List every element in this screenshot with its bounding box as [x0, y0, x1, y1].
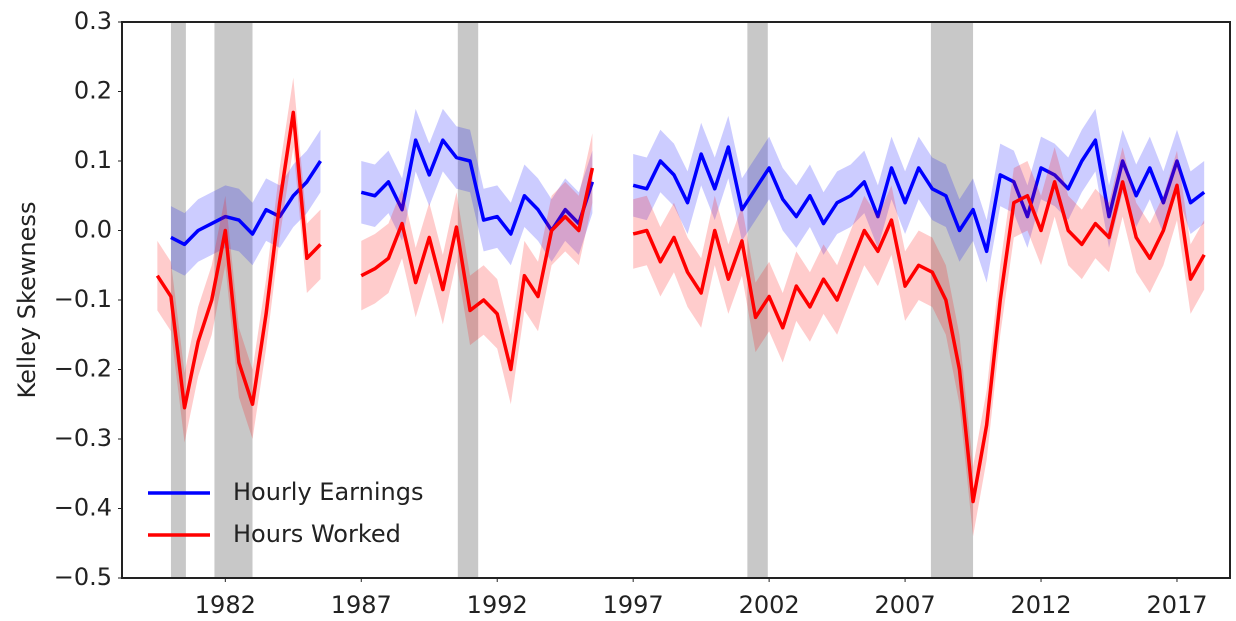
recession-band [930, 22, 974, 578]
x-tick-label: 2017 [1146, 591, 1207, 619]
x-tick-label: 1982 [195, 591, 256, 619]
y-tick-label: 0.3 [74, 7, 112, 35]
legend-label: Hours Worked [233, 520, 401, 548]
x-tick-label: 2002 [739, 591, 800, 619]
y-tick-label: −0.1 [54, 285, 112, 313]
x-tick-label: 1997 [603, 591, 664, 619]
y-tick-label: 0.0 [74, 216, 112, 244]
x-tick-label: 2007 [875, 591, 936, 619]
confidence-band [157, 77, 1205, 537]
plot-frame [121, 21, 1231, 579]
y-tick-label: 0.1 [74, 146, 112, 174]
y-axis-label: Kelley Skewness [13, 202, 41, 399]
x-tick-label: 1992 [467, 591, 528, 619]
x-tick-label: 1987 [331, 591, 392, 619]
y-tick-label: −0.4 [54, 494, 112, 522]
y-tick-label: −0.2 [54, 355, 112, 383]
y-tick-label: −0.3 [54, 424, 112, 452]
recession-band [747, 22, 768, 578]
legend-label: Hourly Earnings [233, 478, 423, 506]
confidence-band [170, 108, 1205, 283]
y-tick-label: 0.2 [74, 77, 112, 105]
y-tick-label: −0.5 [54, 563, 112, 591]
recession-band [170, 22, 186, 578]
series-line [155, 110, 1206, 504]
x-tick-label: 2012 [1010, 591, 1071, 619]
